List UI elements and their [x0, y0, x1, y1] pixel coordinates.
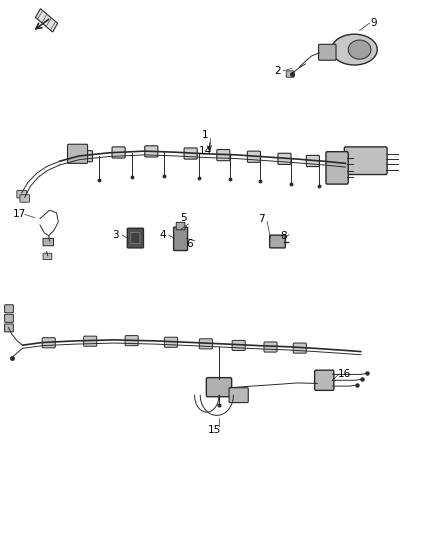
- FancyBboxPatch shape: [344, 147, 387, 174]
- FancyBboxPatch shape: [5, 314, 13, 322]
- FancyBboxPatch shape: [206, 377, 232, 397]
- FancyBboxPatch shape: [127, 228, 144, 248]
- FancyBboxPatch shape: [326, 152, 348, 184]
- FancyBboxPatch shape: [199, 339, 212, 349]
- FancyBboxPatch shape: [20, 195, 29, 202]
- Ellipse shape: [332, 34, 377, 65]
- FancyBboxPatch shape: [286, 71, 294, 77]
- FancyBboxPatch shape: [131, 232, 140, 244]
- FancyBboxPatch shape: [306, 156, 319, 166]
- FancyBboxPatch shape: [293, 343, 306, 353]
- FancyBboxPatch shape: [43, 253, 52, 260]
- FancyBboxPatch shape: [232, 341, 245, 351]
- Text: 15: 15: [208, 425, 221, 435]
- FancyBboxPatch shape: [5, 324, 13, 332]
- Text: 6: 6: [186, 239, 193, 248]
- FancyBboxPatch shape: [67, 144, 88, 164]
- FancyBboxPatch shape: [278, 154, 291, 165]
- FancyBboxPatch shape: [145, 146, 158, 157]
- FancyBboxPatch shape: [112, 147, 125, 158]
- Text: 17: 17: [12, 209, 26, 220]
- FancyBboxPatch shape: [264, 342, 277, 352]
- FancyBboxPatch shape: [184, 148, 197, 159]
- FancyBboxPatch shape: [247, 151, 261, 163]
- FancyBboxPatch shape: [270, 235, 286, 248]
- FancyBboxPatch shape: [318, 44, 336, 60]
- FancyBboxPatch shape: [5, 305, 13, 313]
- FancyBboxPatch shape: [125, 336, 138, 346]
- FancyBboxPatch shape: [43, 238, 53, 246]
- FancyBboxPatch shape: [217, 150, 230, 161]
- Text: 2: 2: [275, 66, 281, 76]
- Text: 7: 7: [258, 214, 265, 224]
- Text: 5: 5: [180, 213, 187, 223]
- FancyBboxPatch shape: [79, 151, 92, 162]
- FancyBboxPatch shape: [176, 222, 185, 230]
- Text: 1: 1: [202, 130, 208, 140]
- FancyBboxPatch shape: [17, 190, 26, 198]
- FancyBboxPatch shape: [229, 387, 248, 402]
- FancyBboxPatch shape: [173, 227, 187, 251]
- Text: 8: 8: [280, 231, 287, 241]
- Text: 9: 9: [371, 18, 377, 28]
- Ellipse shape: [348, 40, 371, 59]
- Polygon shape: [35, 9, 58, 32]
- FancyBboxPatch shape: [84, 336, 97, 346]
- Text: 14: 14: [198, 146, 212, 156]
- Text: 4: 4: [160, 230, 166, 240]
- FancyBboxPatch shape: [42, 338, 55, 348]
- FancyBboxPatch shape: [164, 337, 177, 348]
- Text: 16: 16: [338, 369, 351, 379]
- FancyBboxPatch shape: [314, 370, 334, 390]
- Text: 3: 3: [112, 230, 118, 240]
